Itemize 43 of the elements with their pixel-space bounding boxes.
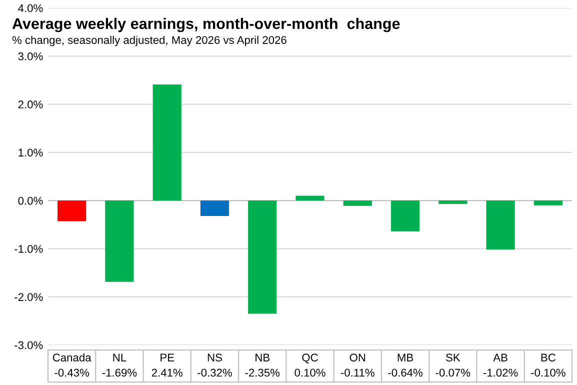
- y-tick-label: 0.0%: [18, 196, 43, 205]
- x-tick-label: ON: [350, 354, 366, 362]
- text: Average weekly earnings, month-over-month change: [12, 18, 400, 32]
- bar: [343, 200, 372, 206]
- bar: [58, 200, 86, 222]
- x-tick-label: Canada: [52, 353, 92, 362]
- data-label: 0.10%: [294, 368, 326, 377]
- bar: [438, 200, 468, 204]
- x-tick-label: NS: [208, 354, 222, 362]
- x-tick-label: MB: [398, 354, 414, 362]
- y-tick-label: 4.0%: [18, 4, 43, 12]
- data-label: -0.10%: [531, 368, 566, 377]
- x-tick-label: SK: [446, 354, 460, 362]
- x-tick-label: BC: [541, 354, 556, 362]
- bar: [200, 200, 230, 216]
- data-label: -0.32%: [198, 368, 232, 377]
- bar: [534, 200, 562, 206]
- x-tick-label: QC: [302, 354, 318, 364]
- data-label: -1.02%: [483, 368, 518, 377]
- bar: [390, 200, 420, 232]
- y-tick-label: -1.0%: [14, 244, 43, 253]
- bar: [152, 84, 182, 201]
- x-tick-label: AB: [493, 354, 508, 362]
- bar: [105, 200, 134, 282]
- bar: [486, 200, 515, 250]
- text: % change, seasonally adjusted, May 2026 vs April 2026: [12, 36, 286, 46]
- data-label: 2.41%: [152, 368, 182, 377]
- data-label: -2.35%: [245, 368, 280, 377]
- data-label: -1.69%: [102, 368, 137, 377]
- y-tick-label: -3.0%: [14, 341, 43, 350]
- data-label: -0.11%: [340, 368, 374, 377]
- y-tick-label: -2.0%: [14, 293, 43, 301]
- bar: [296, 196, 324, 201]
- x-tick-label: PE: [160, 354, 174, 362]
- y-tick-label: 3.0%: [18, 52, 43, 60]
- data-label: -0.64%: [388, 368, 422, 377]
- x-tick-label: NL: [113, 354, 126, 362]
- y-tick-label: 1.0%: [18, 148, 43, 157]
- data-label: -0.07%: [436, 368, 470, 377]
- y-tick-label: 2.0%: [18, 100, 43, 108]
- x-tick-label: NB: [256, 354, 270, 362]
- data-label: -0.43%: [54, 368, 90, 377]
- bar: [248, 200, 277, 314]
